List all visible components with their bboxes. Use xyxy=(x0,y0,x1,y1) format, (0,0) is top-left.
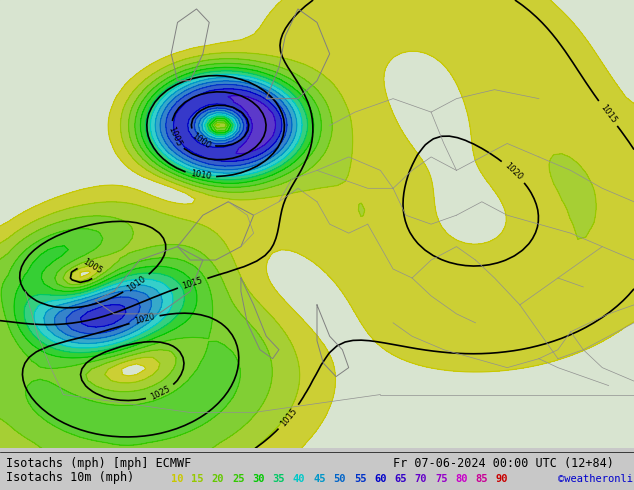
Text: ©weatheronline.co.uk: ©weatheronline.co.uk xyxy=(558,474,634,484)
Text: 35: 35 xyxy=(273,474,285,484)
Text: 70: 70 xyxy=(415,474,427,484)
Text: 45: 45 xyxy=(313,474,326,484)
Text: 1010: 1010 xyxy=(126,274,148,294)
Text: 1020: 1020 xyxy=(503,161,524,182)
Text: 20: 20 xyxy=(212,474,224,484)
Text: 1005: 1005 xyxy=(166,125,183,147)
Text: 1015: 1015 xyxy=(181,275,204,291)
Text: 30: 30 xyxy=(252,474,265,484)
Text: 25: 25 xyxy=(232,474,245,484)
Text: 80: 80 xyxy=(455,474,468,484)
Text: Fr 07-06-2024 00:00 UTC (12+84): Fr 07-06-2024 00:00 UTC (12+84) xyxy=(393,457,614,470)
Text: Isotachs (mph) [mph] ECMWF: Isotachs (mph) [mph] ECMWF xyxy=(6,457,191,470)
Text: 90: 90 xyxy=(496,474,508,484)
Text: Isotachs 10m (mph): Isotachs 10m (mph) xyxy=(6,471,134,484)
Text: 65: 65 xyxy=(394,474,407,484)
Text: 1015: 1015 xyxy=(279,406,299,428)
Text: 40: 40 xyxy=(293,474,306,484)
Text: 15: 15 xyxy=(191,474,204,484)
Text: 1015: 1015 xyxy=(598,102,618,124)
Text: 85: 85 xyxy=(476,474,488,484)
Text: 75: 75 xyxy=(435,474,448,484)
Text: 50: 50 xyxy=(333,474,346,484)
Text: 1005: 1005 xyxy=(81,257,104,276)
Text: 10: 10 xyxy=(171,474,184,484)
Text: 60: 60 xyxy=(374,474,387,484)
Text: 55: 55 xyxy=(354,474,366,484)
Text: 1010: 1010 xyxy=(190,170,212,181)
Text: 1025: 1025 xyxy=(149,385,172,402)
Text: 1020: 1020 xyxy=(133,312,156,326)
Text: 1000: 1000 xyxy=(190,131,212,150)
